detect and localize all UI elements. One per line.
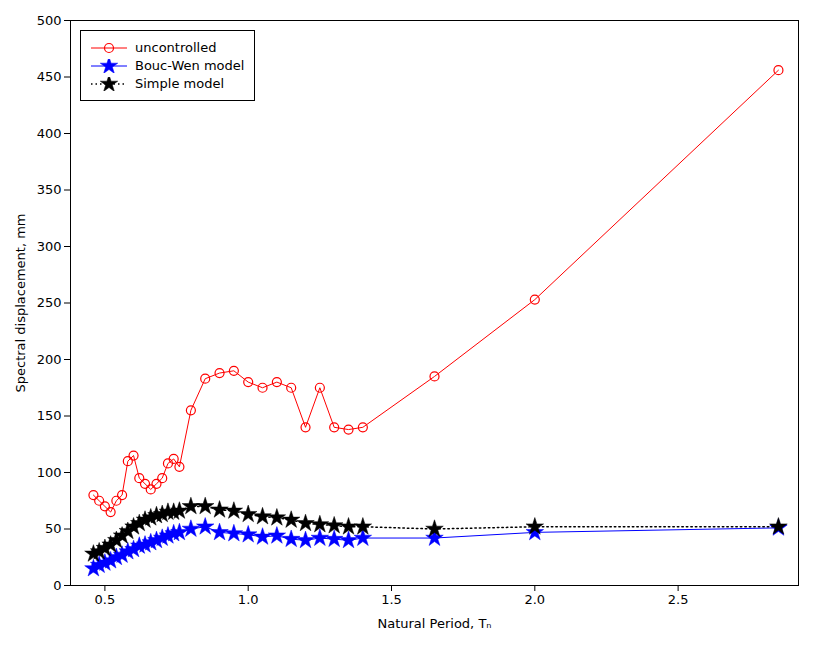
svg-text:100: 100 <box>37 465 62 480</box>
svg-text:300: 300 <box>37 239 62 254</box>
svg-text:1.0: 1.0 <box>238 592 259 607</box>
svg-text:450: 450 <box>37 69 62 84</box>
svg-text:50: 50 <box>45 521 62 536</box>
svg-text:500: 500 <box>37 13 62 28</box>
svg-text:0: 0 <box>53 578 61 593</box>
html-text:Bouc-Wen model: Bouc-Wen model <box>135 58 245 73</box>
svg-text:Natural Period, Tₙ: Natural Period, Tₙ <box>377 616 491 631</box>
html-text:Simple model: Simple model <box>135 76 224 91</box>
html-text:uncontrolled: uncontrolled <box>135 40 217 55</box>
svg-text:250: 250 <box>37 295 62 310</box>
svg-text:350: 350 <box>37 182 62 197</box>
svg-text:1.5: 1.5 <box>381 592 402 607</box>
svg-text:2.5: 2.5 <box>668 592 689 607</box>
svg-text:0.5: 0.5 <box>95 592 116 607</box>
svg-text:Spectral displacement, mm: Spectral displacement, mm <box>13 213 28 392</box>
svg-text:2.0: 2.0 <box>524 592 545 607</box>
svg-text:150: 150 <box>37 408 62 423</box>
svg-text:200: 200 <box>37 352 62 367</box>
svg-text:400: 400 <box>37 126 62 141</box>
